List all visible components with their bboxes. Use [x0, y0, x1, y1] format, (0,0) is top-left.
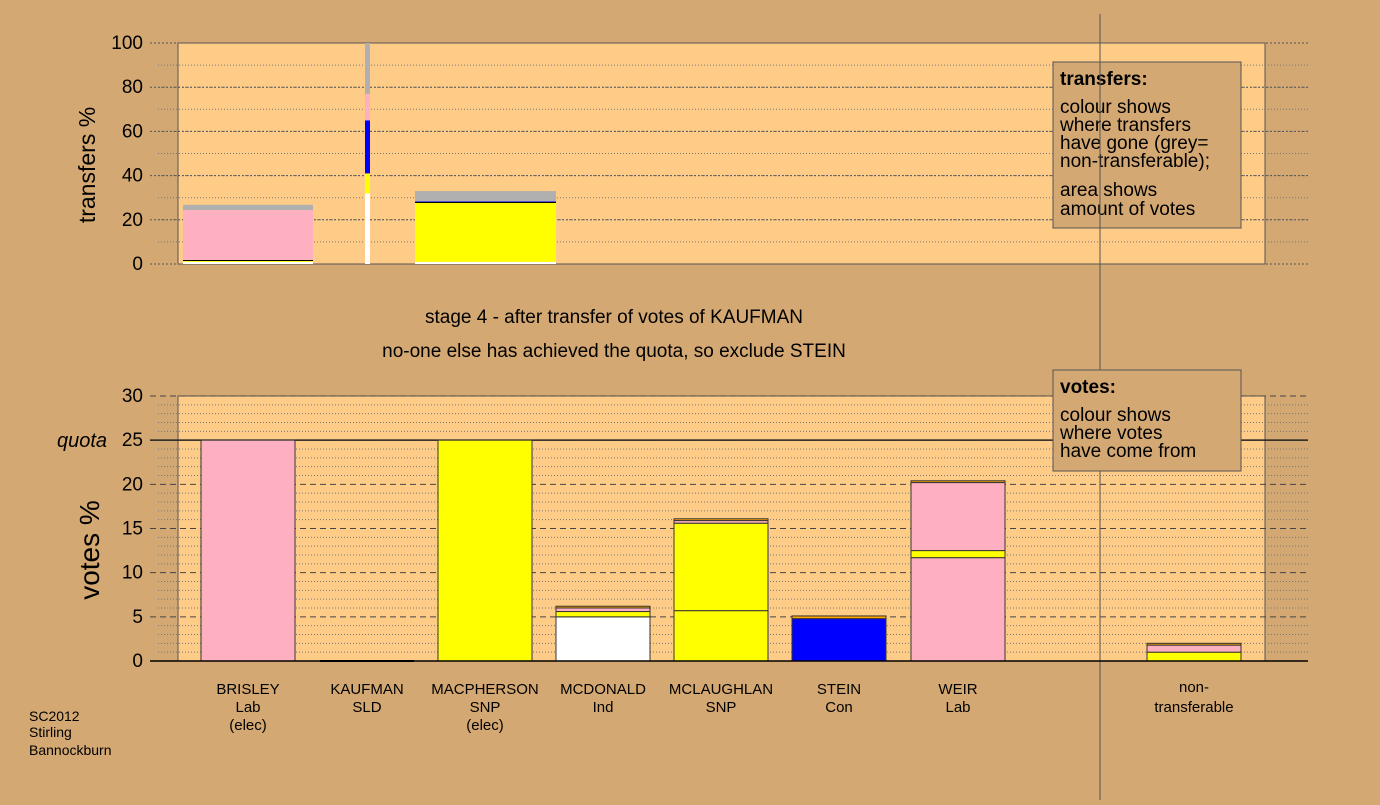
vote-segment: [1146, 651, 1242, 662]
transfers-legend-line: non-transferable);: [1060, 151, 1210, 172]
vote-segment: [910, 557, 1006, 662]
transfer-segment: [365, 173, 370, 194]
votes-ytick-label: 10: [122, 563, 143, 584]
transfers-ytick-label: 20: [122, 210, 143, 231]
stage-text: stage 4 - after transfer of votes of KAU…: [425, 307, 803, 328]
nontransferable-label: non-: [1179, 679, 1209, 696]
candidate-status: (elec): [466, 717, 504, 734]
transfers-legend-line: where transfers: [1059, 115, 1191, 136]
candidate-party: SNP: [706, 699, 737, 716]
transfer-segment: [365, 120, 370, 174]
transfer-segment: [183, 260, 313, 262]
transfer-bar-brisley: [183, 204, 313, 264]
election-council: Stirling: [29, 724, 72, 740]
transfer-segment: [183, 261, 313, 264]
vote-bar-weir: [910, 480, 1006, 662]
transfers-legend-line: colour shows: [1060, 97, 1171, 118]
candidate-party: Con: [825, 699, 853, 716]
candidate-name: STEIN: [817, 681, 861, 698]
transfers-legend-line: area shows: [1060, 180, 1157, 201]
vote-segment: [200, 439, 296, 662]
transfers-axis-label: transfers %: [74, 107, 100, 223]
votes-ytick-label: 30: [122, 386, 143, 407]
vote-segment: [1146, 642, 1242, 646]
candidate-party: Ind: [593, 699, 614, 716]
votes-ytick-label: 20: [122, 474, 143, 495]
votes-legend-box: [1052, 369, 1242, 472]
candidate-party: Lab: [945, 699, 970, 716]
transfers-ytick-label: 80: [122, 77, 143, 98]
vote-segment: [1146, 644, 1242, 653]
vote-segment: [555, 611, 651, 618]
vote-segment: [673, 522, 769, 612]
transfer-segment: [415, 202, 556, 262]
vote-segment: [910, 482, 1006, 552]
quota-label: quota: [57, 430, 107, 452]
votes-ytick-label: 5: [132, 607, 143, 628]
transfer-segment: [365, 43, 370, 94]
candidate-name: WEIR: [938, 681, 977, 698]
transfers-legend-heading: transfers:: [1060, 69, 1148, 90]
vote-segment: [555, 607, 651, 613]
votes-legend-heading: votes:: [1060, 377, 1116, 398]
vote-segment: [673, 518, 769, 522]
transfers-ytick-label: 40: [122, 166, 143, 187]
candidate-party: SNP: [470, 699, 501, 716]
transfer-segment: [183, 204, 313, 211]
transfer-segment: [415, 191, 556, 202]
vote-segment: [910, 550, 1006, 559]
candidate-name: KAUFMAN: [330, 681, 403, 698]
election-ward: Bannockburn: [29, 742, 112, 758]
vote-segment: [555, 605, 651, 609]
transfer-segment: [183, 210, 313, 261]
transfers-ytick-label: 100: [111, 33, 143, 54]
votes-legend-line: colour shows: [1060, 405, 1171, 426]
vote-segment: [673, 610, 769, 662]
votes-ytick-label: 25: [122, 430, 143, 451]
transfers-legend-line: have gone (grey=: [1060, 133, 1208, 154]
vote-segment: [791, 615, 887, 620]
candidate-name: MCLAUGHLAN: [669, 681, 773, 698]
transfer-segment: [365, 93, 370, 121]
transfer-bar-kaufman: [365, 43, 370, 264]
transfers-ytick-label: 0: [132, 254, 143, 275]
nontransferable-label: transferable: [1154, 699, 1233, 716]
votes-axis-label: votes %: [74, 500, 105, 600]
transfers-legend-line: amount of votes: [1060, 199, 1195, 220]
transfer-bar-macpherson: [415, 191, 556, 264]
candidate-name: MACPHERSON: [431, 681, 539, 698]
candidate-name: BRISLEY: [216, 681, 279, 698]
transfers-legend-box: [1052, 61, 1242, 229]
vote-bar-stein: [791, 615, 887, 662]
election-code: SC2012: [29, 708, 80, 724]
votes-legend-line: where votes: [1059, 423, 1162, 444]
vote-segment: [437, 439, 533, 662]
votes-legend-line: have come from: [1060, 441, 1196, 462]
vote-segment: [555, 616, 651, 662]
action-text: no-one else has achieved the quota, so e…: [382, 341, 846, 362]
vote-segment: [791, 618, 887, 662]
vote-bar-macpherson: [437, 439, 533, 662]
candidate-party: SLD: [352, 699, 381, 716]
transfers-ytick-label: 60: [122, 121, 143, 142]
vote-bar-brisley: [200, 439, 296, 662]
votes-ytick-label: 15: [122, 519, 143, 540]
vote-segment: [910, 480, 1006, 484]
transfer-segment: [365, 193, 370, 264]
vote-bar-mclaughlan: [673, 518, 769, 662]
candidate-name: MCDONALD: [560, 681, 646, 698]
candidate-status: (elec): [229, 717, 267, 734]
vote-bar-mcdonald: [555, 605, 651, 662]
transfer-segment: [415, 261, 556, 264]
candidate-party: Lab: [235, 699, 260, 716]
transfer-segment: [415, 201, 556, 203]
vote-bar-nontransferable: [1146, 642, 1242, 662]
votes-ytick-label: 0: [132, 651, 143, 672]
